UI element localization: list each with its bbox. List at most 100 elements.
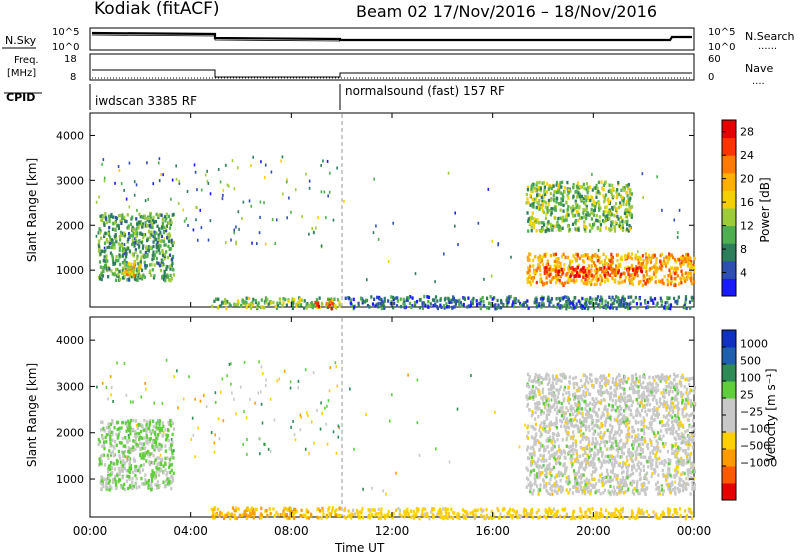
data-cell [545,510,548,514]
data-cell [409,295,412,299]
data-cell [634,295,637,300]
data-cell [126,423,129,428]
data-cell [550,297,553,301]
data-cell [111,477,115,482]
data-cell [432,303,435,308]
data-cell [383,296,386,301]
data-cell [156,240,159,245]
data-cell [593,429,597,434]
data-cell [624,396,627,400]
data-cell [655,260,658,264]
data-cell [111,255,114,259]
data-cell [101,436,105,441]
data-cell [127,457,130,461]
data-cell [626,304,629,309]
data-cell [557,257,560,261]
data-cell [540,203,543,208]
data-cell [603,265,606,270]
data-cell [121,254,125,258]
data-cell [148,422,151,427]
data-cell [681,485,685,489]
data-cell [566,214,569,218]
data-cell [550,228,554,232]
data-cell [684,414,687,418]
data-cell [112,444,115,449]
data-cell [607,210,610,214]
data-cell [474,515,477,519]
data-cell [168,457,172,462]
data-cell [619,220,622,225]
data-cell [118,255,121,259]
data-cell [139,258,143,262]
data-cell [532,182,535,187]
data-cell [119,214,122,218]
data-cell [565,272,568,277]
data-cell [626,418,629,422]
data-cell [632,299,635,303]
data-cell [113,261,117,266]
data-cell [624,489,627,494]
data-cell [281,192,284,196]
data-cell [540,229,543,234]
data-cell [665,305,668,310]
data-cell [601,480,604,485]
data-cell [568,270,571,274]
data-cell [171,257,174,261]
data-cell [143,275,146,279]
data-cell [672,296,676,301]
data-cell [570,278,573,283]
data-cell [689,271,693,275]
data-cell [557,444,561,448]
data-cell [642,258,645,263]
data-cell [526,197,529,201]
data-cell [532,452,535,456]
data-cell [152,419,155,423]
data-cell [237,210,240,214]
data-cell [636,250,639,254]
data-cell [140,240,143,245]
data-cell [111,227,115,232]
data-cell [134,248,137,252]
data-cell [526,277,529,282]
data-cell [131,486,134,490]
data-cell [626,458,629,463]
data-cell [596,400,599,404]
data-cell [555,190,558,195]
data-cell [667,507,670,511]
data-cell [671,447,674,451]
data-cell [663,274,666,279]
data-cell [135,234,138,239]
data-cell [574,199,577,203]
data-cell [591,203,594,207]
data-cell [633,487,636,491]
data-cell [199,208,202,212]
data-cell [456,299,459,303]
data-cell [547,373,550,378]
data-cell [656,516,659,520]
data-cell [536,472,539,476]
data-cell [595,277,598,281]
data-cell [135,423,138,427]
data-cell [669,374,672,379]
data-cell [558,187,561,192]
data-cell [540,205,544,210]
data-cell [660,429,663,433]
data-cell [291,297,294,301]
data-cell [555,183,558,187]
data-cell [315,226,317,230]
data-cell [558,216,561,220]
data-cell [316,515,319,520]
data-cell [585,225,588,230]
data-cell [581,453,585,457]
data-cell [586,281,589,286]
data-cell [331,509,334,513]
data-cell [104,212,107,216]
data-cell [115,216,119,221]
data-cell [640,508,643,512]
data-cell [161,217,164,222]
data-cell [662,474,665,478]
data-cell [285,513,288,517]
data-cell [553,514,556,518]
data-cell [125,272,128,276]
data-cell [555,452,558,456]
